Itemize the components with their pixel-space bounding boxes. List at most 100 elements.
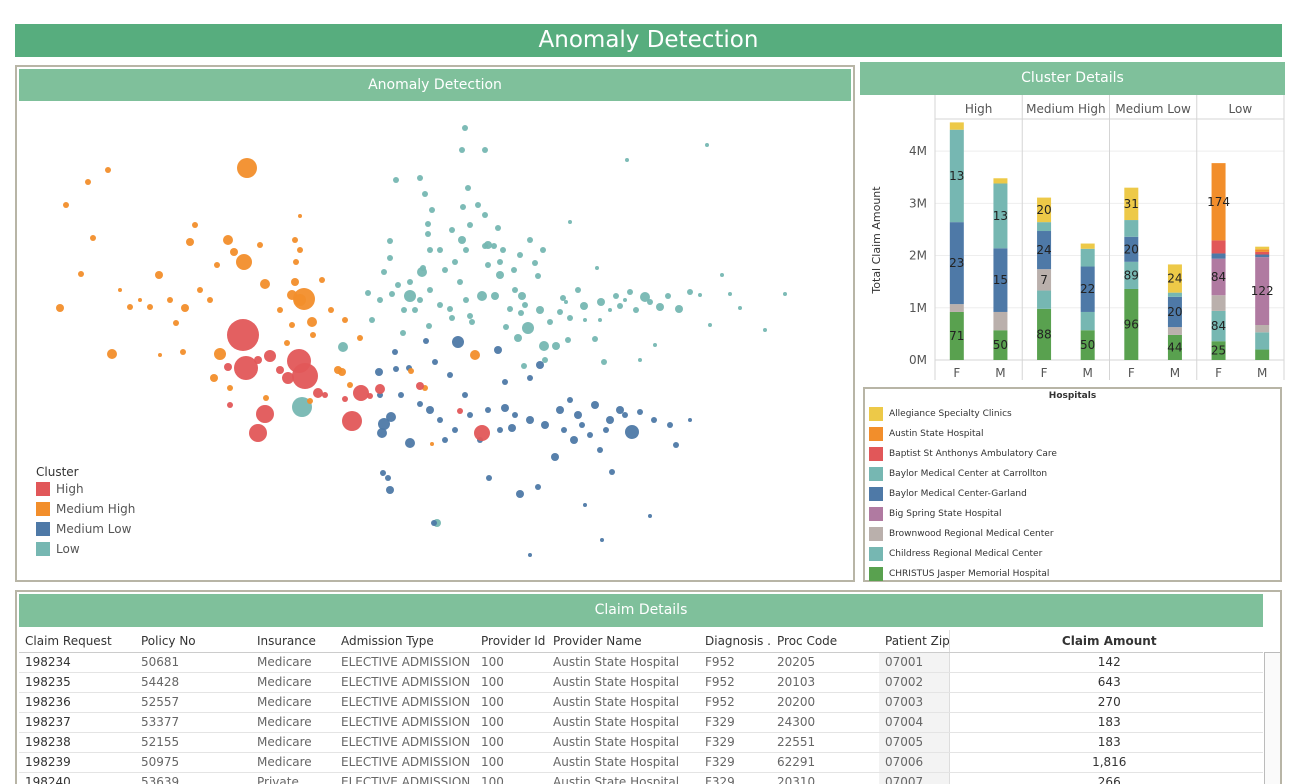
- scatter-point[interactable]: [431, 520, 437, 526]
- scatter-point[interactable]: [623, 298, 627, 302]
- scatter-point[interactable]: [437, 302, 443, 308]
- scatter-point[interactable]: [597, 298, 605, 306]
- scatter-point[interactable]: [449, 315, 455, 321]
- cluster-details-chart[interactable]: 0M 1M 2M 3M 4M Total Claim Amount High F M Medium…: [860, 95, 1285, 385]
- scatter-point[interactable]: [442, 267, 448, 273]
- scatter-point[interactable]: [532, 260, 538, 266]
- bar-segment[interactable]: [1255, 254, 1270, 258]
- scatter-point[interactable]: [583, 503, 587, 507]
- scatter-point[interactable]: [78, 271, 84, 277]
- scatter-point[interactable]: [469, 319, 475, 325]
- cluster-legend-item-low[interactable]: Low: [36, 542, 135, 562]
- scatter-point[interactable]: [192, 222, 198, 228]
- scatter-point[interactable]: [560, 295, 566, 301]
- scatter-point[interactable]: [276, 366, 284, 374]
- scatter-point[interactable]: [467, 313, 473, 319]
- scatter-point[interactable]: [651, 417, 657, 423]
- scatter-point[interactable]: [647, 299, 653, 305]
- hospital-legend-item[interactable]: Big Spring State Hospital: [869, 507, 1002, 521]
- scatter-point[interactable]: [598, 318, 602, 322]
- scatter-point[interactable]: [289, 322, 295, 328]
- scatter-point[interactable]: [430, 442, 434, 446]
- bar-segment[interactable]: [1124, 288, 1139, 360]
- scatter-point[interactable]: [437, 417, 443, 423]
- scatter-point[interactable]: [293, 259, 299, 265]
- scatter-point[interactable]: [367, 393, 373, 399]
- scatter-point[interactable]: [565, 337, 571, 343]
- scatter-point[interactable]: [516, 490, 524, 498]
- hospital-legend-item[interactable]: Childress Regional Medical Center: [869, 547, 1042, 561]
- scatter-point[interactable]: [496, 271, 504, 279]
- scatter-point[interactable]: [568, 220, 572, 224]
- scatter-point[interactable]: [564, 300, 568, 304]
- bar-segment[interactable]: [1167, 296, 1182, 328]
- scatter-point[interactable]: [338, 342, 348, 352]
- scatter-point[interactable]: [539, 341, 549, 351]
- scatter-point[interactable]: [574, 411, 582, 419]
- scatter-point[interactable]: [592, 336, 598, 342]
- scatter-point[interactable]: [518, 292, 526, 300]
- scatter-point[interactable]: [528, 553, 532, 557]
- scatter-point[interactable]: [224, 363, 232, 371]
- scatter-point[interactable]: [425, 231, 431, 237]
- scatter-point[interactable]: [556, 406, 564, 414]
- scatter-point[interactable]: [460, 204, 466, 210]
- claims-scrollbar[interactable]: [1264, 652, 1280, 784]
- scatter-point[interactable]: [380, 470, 386, 476]
- scatter-point[interactable]: [587, 432, 593, 438]
- scatter-point[interactable]: [527, 237, 533, 243]
- hospital-legend-item[interactable]: Baptist St Anthonys Ambulatory Care: [869, 447, 1057, 461]
- scatter-point[interactable]: [342, 317, 348, 323]
- scatter-point[interactable]: [307, 317, 317, 327]
- scatter-point[interactable]: [508, 424, 516, 432]
- scatter-point[interactable]: [155, 271, 163, 279]
- bar-segment[interactable]: [1037, 231, 1052, 270]
- column-header[interactable]: Patient Zip..: [879, 630, 949, 653]
- scatter-point[interactable]: [616, 406, 624, 414]
- column-header[interactable]: Admission Type: [335, 630, 475, 653]
- scatter-point[interactable]: [783, 292, 787, 296]
- scatter-point[interactable]: [442, 437, 448, 443]
- scatter-point[interactable]: [687, 289, 693, 295]
- scatter-point[interactable]: [595, 266, 599, 270]
- scatter-point[interactable]: [365, 290, 371, 296]
- scatter-point[interactable]: [90, 235, 96, 241]
- bar-segment[interactable]: [1211, 295, 1226, 311]
- scatter-point[interactable]: [541, 421, 549, 429]
- scatter-point[interactable]: [526, 416, 534, 424]
- bar-segment[interactable]: [1080, 243, 1095, 249]
- bar-segment[interactable]: [993, 330, 1008, 360]
- hospital-legend-item[interactable]: Baylor Medical Center-Garland: [869, 487, 1027, 501]
- scatter-point[interactable]: [432, 359, 438, 365]
- scatter-point[interactable]: [449, 227, 455, 233]
- scatter-point[interactable]: [482, 243, 488, 249]
- hospital-legend-item[interactable]: Allegiance Specialty Clinics: [869, 407, 1012, 421]
- bar-segment[interactable]: [1124, 261, 1139, 289]
- table-row[interactable]: 198236 52557 Medicare ELECTIVE ADMISSION 100…: [19, 692, 1263, 713]
- scatter-point[interactable]: [263, 395, 269, 401]
- scatter-point[interactable]: [491, 243, 497, 249]
- scatter-point[interactable]: [420, 265, 426, 271]
- column-header[interactable]: Claim Amount: [948, 630, 1263, 653]
- scatter-point[interactable]: [547, 319, 553, 325]
- bar-segment[interactable]: [1255, 249, 1270, 252]
- table-row[interactable]: 198239 50975 Medicare ELECTIVE ADMISSION 100…: [19, 752, 1263, 773]
- scatter-point[interactable]: [138, 298, 142, 302]
- scatter-point[interactable]: [458, 236, 466, 244]
- scatter-point[interactable]: [608, 308, 612, 312]
- bar-segment[interactable]: [1211, 163, 1226, 241]
- scatter-point[interactable]: [214, 262, 220, 268]
- scatter-point[interactable]: [105, 167, 111, 173]
- scatter-point[interactable]: [475, 202, 481, 208]
- scatter-point[interactable]: [575, 287, 581, 293]
- scatter-point[interactable]: [497, 259, 503, 265]
- scatter-point[interactable]: [667, 422, 673, 428]
- scatter-point[interactable]: [180, 349, 186, 355]
- cluster-legend-item-medium-low[interactable]: Medium Low: [36, 522, 135, 542]
- scatter-point[interactable]: [486, 475, 492, 481]
- bar-segment[interactable]: [1255, 257, 1270, 326]
- bar-segment[interactable]: [1167, 327, 1182, 335]
- scatter-point[interactable]: [606, 416, 614, 424]
- scatter-point[interactable]: [673, 442, 679, 448]
- scatter-point[interactable]: [738, 306, 742, 310]
